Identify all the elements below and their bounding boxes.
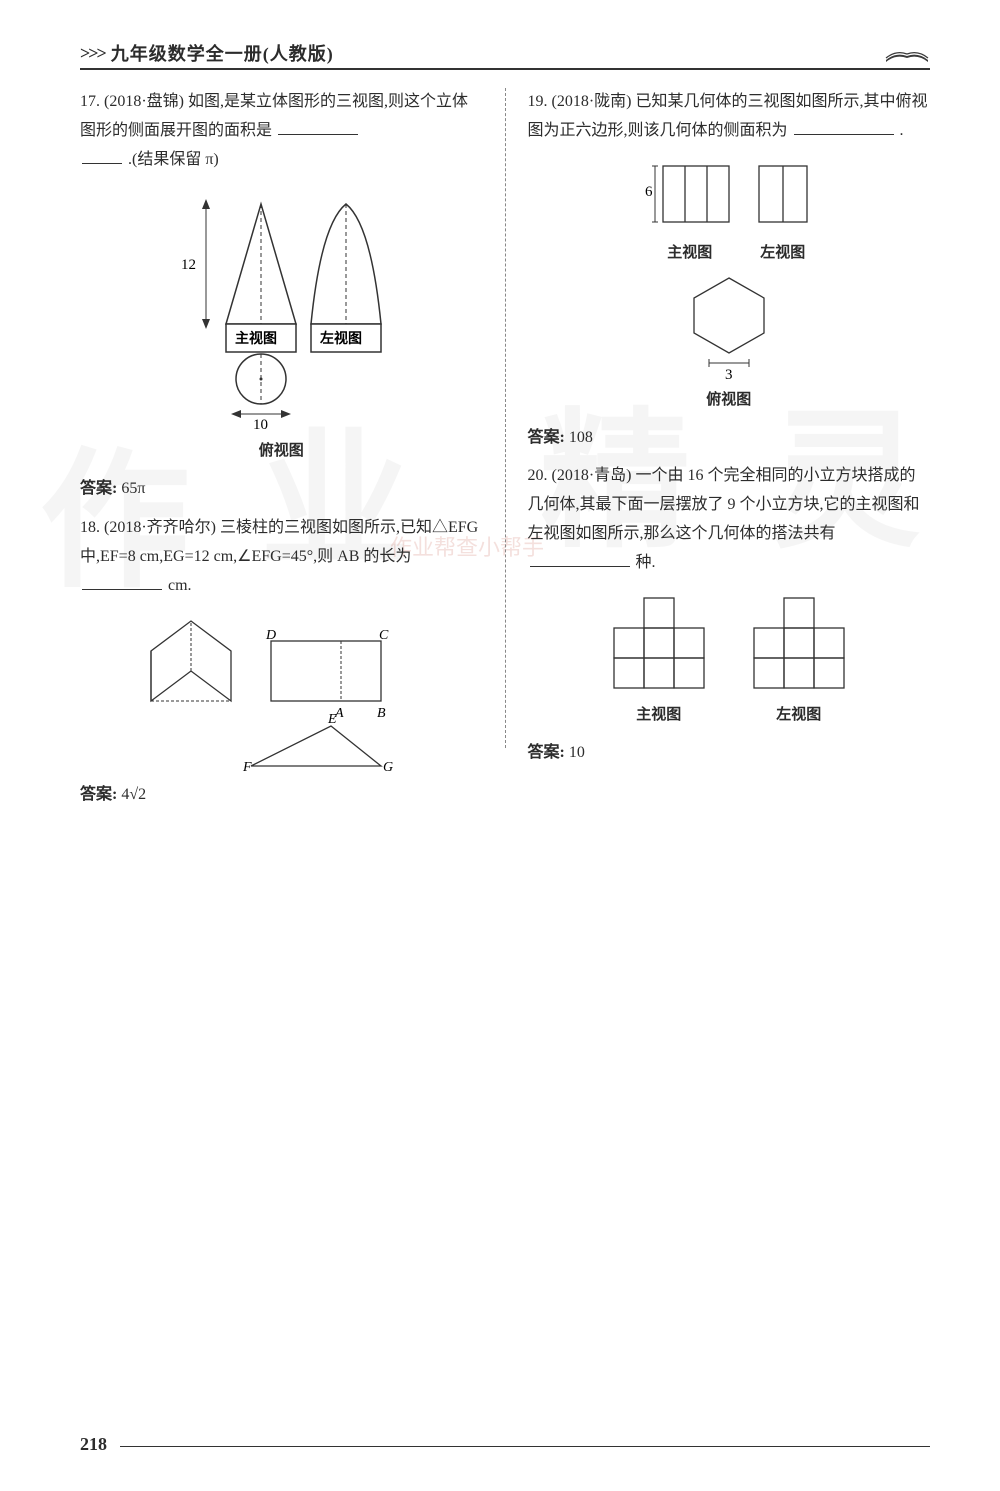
q18-answer: 答案: 4√2 [80, 781, 483, 810]
q20-side-label: 左视图 [744, 702, 854, 729]
q17-text-2: .(结果保留 π) [128, 151, 219, 168]
svg-text:E: E [327, 712, 337, 727]
question-20: 20. (2018·青岛) 一个由 16 个完全相同的小立方块搭成的几何体,其最… [528, 462, 931, 577]
question-19: 19. (2018·陇南) 已知某几何体的三视图如图所示,其中俯视图为正六边形,… [528, 88, 931, 146]
q17-answer-label: 答案: [80, 480, 117, 497]
q18-number: 18. [80, 519, 100, 536]
q20-answer: 答案: 10 [528, 739, 931, 768]
q18-answer-label: 答案: [80, 786, 117, 803]
question-17: 17. (2018·盘锦) 如图,是某立体图形的三视图,则这个立体图形的侧面展开… [80, 88, 483, 174]
q20-answer-label: 答案: [528, 744, 565, 761]
q17-answer-value: 65π [121, 480, 145, 497]
right-column: 19. (2018·陇南) 已知某几何体的三视图如图所示,其中俯视图为正六边形,… [506, 88, 931, 819]
q17-source: (2018·盘锦) [104, 93, 184, 110]
svg-text:D: D [265, 628, 276, 643]
q18-answer-value: 4√2 [121, 786, 146, 803]
q17-height-label: 12 [181, 257, 196, 273]
q17-blank-2 [82, 148, 122, 164]
svg-text:G: G [383, 760, 393, 771]
open-book-icon [884, 42, 930, 64]
q17-figure: 12 主视图 左视图 [80, 184, 483, 465]
svg-text:6: 6 [645, 184, 653, 200]
q20-answer-value: 10 [569, 744, 585, 761]
q19-top-label: 俯视图 [528, 387, 931, 414]
book-title: 九年级数学全一册(人教版) [111, 40, 334, 66]
q18-unit: cm. [168, 577, 192, 594]
q19-answer-label: 答案: [528, 429, 565, 446]
q19-period: . [900, 122, 904, 139]
svg-text:左视图: 左视图 [319, 330, 362, 347]
q18-source: (2018·齐齐哈尔) [104, 519, 216, 536]
q20-source: (2018·青岛) [552, 467, 632, 484]
q19-answer: 答案: 108 [528, 424, 931, 453]
q17-number: 17. [80, 93, 100, 110]
q20-unit: 种. [636, 554, 656, 571]
header-arrows-icon: >>> [80, 43, 105, 64]
svg-text:C: C [379, 628, 389, 643]
left-column: 17. (2018·盘锦) 如图,是某立体图形的三视图,则这个立体图形的侧面展开… [80, 88, 505, 819]
svg-text:B: B [377, 706, 386, 721]
svg-text:主视图: 主视图 [235, 330, 277, 347]
q20-figure: 主视图 [528, 588, 931, 729]
question-18: 18. (2018·齐齐哈尔) 三棱柱的三视图如图所示,已知△EFG 中,EF=… [80, 514, 483, 600]
svg-text:3: 3 [725, 367, 733, 383]
q19-blank [794, 119, 894, 135]
q17-top-label: 俯视图 [80, 438, 483, 465]
footer-rule [120, 1446, 930, 1447]
q20-blank [530, 551, 630, 567]
q19-front-label: 主视图 [645, 240, 735, 267]
q17-blank [278, 119, 358, 135]
q20-front-label: 主视图 [604, 702, 714, 729]
page-header: >>> 九年级数学全一册(人教版) [80, 40, 930, 70]
q19-answer-value: 108 [569, 429, 593, 446]
q20-number: 20. [528, 467, 548, 484]
svg-text:10: 10 [253, 417, 268, 433]
q19-number: 19. [528, 93, 548, 110]
page-number: 218 [80, 1434, 107, 1455]
q18-figure: D C A B F E G [80, 611, 483, 771]
q19-side-label: 左视图 [753, 240, 813, 267]
svg-text:F: F [242, 760, 252, 771]
q19-source: (2018·陇南) [552, 93, 632, 110]
q17-answer: 答案: 65π [80, 475, 483, 504]
q19-figure: 6 主视图 [528, 156, 931, 414]
q18-blank [82, 574, 162, 590]
